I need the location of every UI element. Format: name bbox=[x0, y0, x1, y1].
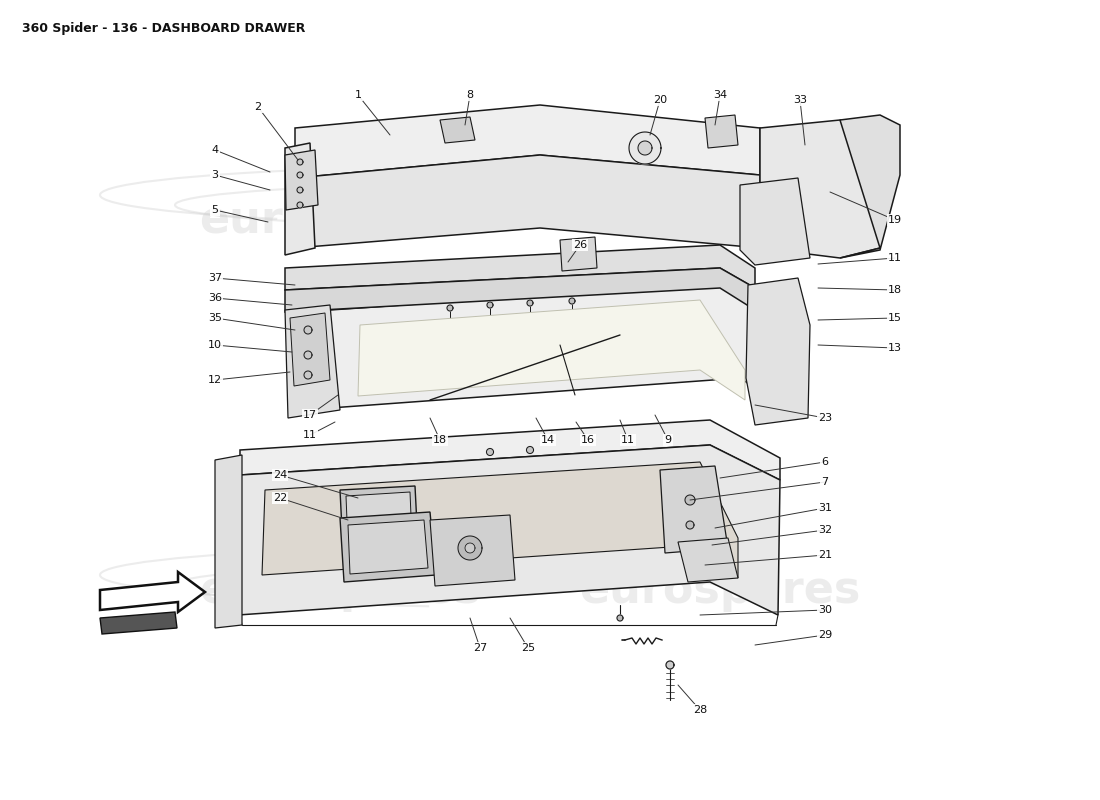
Text: 24: 24 bbox=[273, 470, 287, 480]
Text: 1: 1 bbox=[354, 90, 362, 100]
Text: 360 Spider - 136 - DASHBOARD DRAWER: 360 Spider - 136 - DASHBOARD DRAWER bbox=[22, 22, 306, 35]
Polygon shape bbox=[295, 155, 760, 248]
Polygon shape bbox=[238, 445, 780, 615]
Text: 13: 13 bbox=[888, 343, 902, 353]
Text: eurospares: eurospares bbox=[199, 198, 481, 242]
Polygon shape bbox=[240, 420, 780, 480]
Text: 11: 11 bbox=[888, 253, 902, 263]
Text: 16: 16 bbox=[581, 435, 595, 445]
Polygon shape bbox=[285, 143, 315, 255]
Polygon shape bbox=[285, 305, 340, 418]
Polygon shape bbox=[629, 132, 661, 164]
Text: 10: 10 bbox=[208, 340, 222, 350]
Text: 14: 14 bbox=[541, 435, 556, 445]
Text: 4: 4 bbox=[211, 145, 219, 155]
Text: 36: 36 bbox=[208, 293, 222, 303]
Polygon shape bbox=[685, 495, 695, 505]
Polygon shape bbox=[617, 615, 623, 621]
Text: 6: 6 bbox=[822, 457, 828, 467]
Text: eurospares: eurospares bbox=[580, 569, 860, 611]
Text: 20: 20 bbox=[653, 95, 667, 105]
Polygon shape bbox=[262, 462, 738, 578]
Polygon shape bbox=[304, 371, 312, 379]
Text: 34: 34 bbox=[713, 90, 727, 100]
Text: 28: 28 bbox=[693, 705, 707, 715]
Polygon shape bbox=[304, 351, 312, 359]
Text: 11: 11 bbox=[302, 430, 317, 440]
Text: 27: 27 bbox=[473, 643, 487, 653]
Polygon shape bbox=[330, 282, 800, 418]
Polygon shape bbox=[297, 187, 302, 193]
Text: 17: 17 bbox=[302, 410, 317, 420]
Text: 30: 30 bbox=[818, 605, 832, 615]
Polygon shape bbox=[840, 115, 900, 258]
Polygon shape bbox=[348, 520, 428, 574]
Polygon shape bbox=[527, 300, 534, 306]
Text: 8: 8 bbox=[466, 90, 474, 100]
Polygon shape bbox=[346, 492, 412, 545]
Polygon shape bbox=[214, 455, 242, 628]
Text: 19: 19 bbox=[888, 215, 902, 225]
Polygon shape bbox=[760, 120, 880, 258]
Polygon shape bbox=[340, 512, 436, 582]
Text: 18: 18 bbox=[433, 435, 447, 445]
Polygon shape bbox=[100, 612, 177, 634]
Text: 2: 2 bbox=[254, 102, 262, 112]
Polygon shape bbox=[527, 446, 534, 454]
Polygon shape bbox=[290, 313, 330, 386]
Text: 22: 22 bbox=[273, 493, 287, 503]
Polygon shape bbox=[458, 536, 482, 560]
Polygon shape bbox=[297, 172, 302, 178]
Text: 11: 11 bbox=[621, 435, 635, 445]
Polygon shape bbox=[740, 178, 810, 265]
Polygon shape bbox=[686, 521, 694, 529]
Text: eurospares: eurospares bbox=[199, 569, 481, 611]
Polygon shape bbox=[660, 466, 728, 553]
Polygon shape bbox=[358, 300, 745, 400]
Polygon shape bbox=[560, 237, 597, 271]
Polygon shape bbox=[285, 268, 755, 312]
Polygon shape bbox=[638, 141, 652, 155]
Polygon shape bbox=[569, 298, 575, 304]
Text: 9: 9 bbox=[664, 435, 672, 445]
Polygon shape bbox=[340, 486, 418, 550]
Text: 18: 18 bbox=[888, 285, 902, 295]
Polygon shape bbox=[487, 302, 493, 308]
Polygon shape bbox=[465, 543, 475, 553]
Text: 25: 25 bbox=[521, 643, 535, 653]
Polygon shape bbox=[678, 538, 738, 582]
Text: 33: 33 bbox=[793, 95, 807, 105]
Text: 29: 29 bbox=[818, 630, 832, 640]
Polygon shape bbox=[746, 278, 810, 425]
Text: 15: 15 bbox=[888, 313, 902, 323]
Text: 3: 3 bbox=[211, 170, 219, 180]
Polygon shape bbox=[297, 202, 302, 208]
Polygon shape bbox=[100, 572, 205, 612]
Text: 21: 21 bbox=[818, 550, 832, 560]
Text: eurospares: eurospares bbox=[580, 198, 860, 242]
Text: 32: 32 bbox=[818, 525, 832, 535]
Text: 31: 31 bbox=[818, 503, 832, 513]
Polygon shape bbox=[705, 115, 738, 148]
Polygon shape bbox=[304, 326, 312, 334]
Polygon shape bbox=[440, 117, 475, 143]
Text: 35: 35 bbox=[208, 313, 222, 323]
Polygon shape bbox=[285, 245, 755, 290]
Polygon shape bbox=[486, 449, 494, 455]
Text: 5: 5 bbox=[211, 205, 219, 215]
Text: 12: 12 bbox=[208, 375, 222, 385]
Polygon shape bbox=[297, 159, 302, 165]
Polygon shape bbox=[430, 515, 515, 586]
Polygon shape bbox=[447, 305, 453, 311]
Polygon shape bbox=[285, 150, 318, 210]
Polygon shape bbox=[295, 105, 760, 178]
Text: 23: 23 bbox=[818, 413, 832, 423]
Text: 37: 37 bbox=[208, 273, 222, 283]
Text: 7: 7 bbox=[822, 477, 828, 487]
Polygon shape bbox=[666, 661, 674, 669]
Text: 26: 26 bbox=[573, 240, 587, 250]
